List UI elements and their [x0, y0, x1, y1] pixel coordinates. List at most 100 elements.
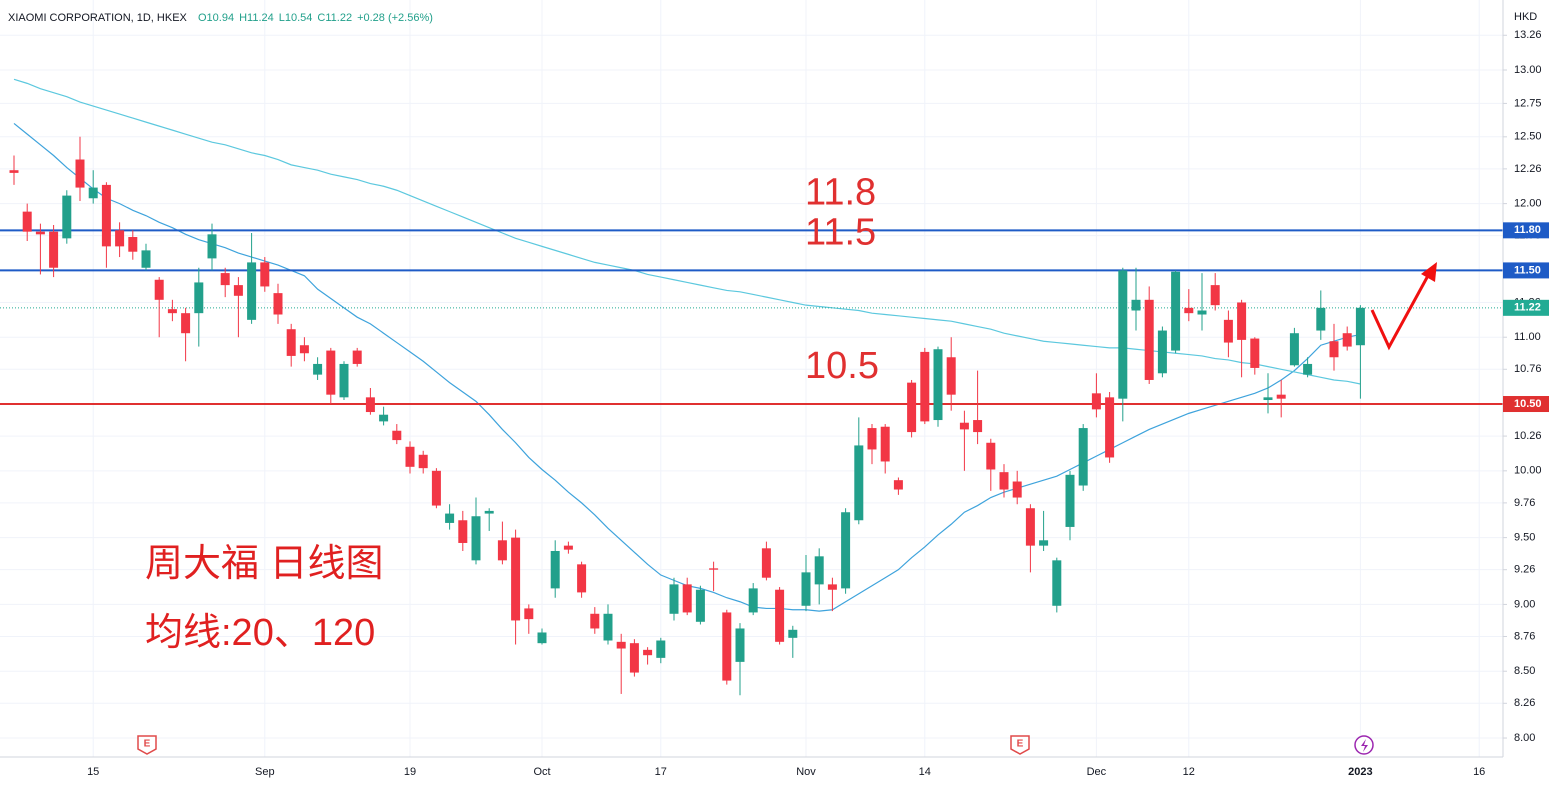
candle-body [273, 293, 283, 315]
candle-body [418, 454, 428, 469]
candle-body [313, 363, 323, 375]
candle [761, 541, 771, 581]
candle-body [1025, 508, 1035, 546]
note: 均线:20、120 [145, 612, 375, 654]
candle-body [880, 426, 890, 462]
candle-body [656, 640, 666, 658]
y-tick-label: 12.50 [1514, 131, 1542, 143]
y-tick-label: 12.75 [1514, 97, 1542, 109]
candle [511, 529, 521, 645]
candle [603, 604, 613, 645]
candle-body [669, 584, 679, 614]
candle-body [194, 282, 204, 314]
candle [379, 406, 389, 426]
candle [35, 223, 45, 275]
candle [207, 223, 217, 271]
quote-value: O10.94 [198, 12, 234, 24]
candle [959, 410, 969, 471]
candle-body [682, 584, 692, 613]
candle-body [893, 480, 903, 490]
x-tick-label: Nov [796, 766, 816, 778]
level-annotation: 11.5 [805, 211, 876, 253]
x-tick-label: Sep [255, 766, 275, 778]
candle [682, 577, 692, 616]
y-tick-label: 12.00 [1514, 198, 1542, 210]
candle-body [616, 641, 626, 649]
candle [22, 203, 32, 242]
candle [735, 623, 745, 696]
candle [867, 424, 877, 465]
candle-body [352, 350, 362, 364]
event-badge [137, 735, 157, 755]
candle [1329, 323, 1339, 371]
candle [616, 633, 626, 694]
candle [326, 347, 336, 405]
candle-body [128, 237, 138, 252]
quote-value: H11.24 [239, 12, 274, 24]
candle [1118, 267, 1128, 422]
candle-body [920, 351, 930, 422]
candle [814, 548, 824, 605]
candle [405, 441, 415, 474]
candle [669, 577, 679, 621]
y-tick-label: 9.26 [1514, 564, 1535, 576]
candle-body [814, 556, 824, 585]
quote-value: +0.28 (+2.56%) [357, 12, 433, 24]
x-tick-label: 14 [919, 766, 931, 778]
candle [1052, 557, 1062, 613]
note: 周大福 日线图 [145, 543, 384, 585]
candle-body [88, 187, 98, 199]
candle-body [1039, 540, 1049, 546]
y-tick-label: 8.76 [1514, 630, 1535, 642]
candle [973, 370, 983, 445]
candle-body [247, 262, 257, 320]
candle [1316, 290, 1326, 340]
candle [563, 541, 573, 554]
quote-value: L10.54 [279, 12, 313, 24]
candle-body [827, 584, 837, 590]
candle [431, 468, 441, 509]
candle-body [1197, 310, 1207, 315]
candle-body [431, 470, 441, 506]
candle-body [392, 430, 402, 441]
candle-body [458, 520, 468, 543]
candle-body [141, 250, 151, 268]
candle-body [524, 608, 534, 620]
candle [841, 508, 851, 594]
candle [1078, 424, 1088, 491]
candle [1171, 270, 1181, 354]
candle-body [115, 230, 125, 247]
level-tag [1503, 262, 1549, 279]
event-icon[interactable]: E [1010, 735, 1030, 755]
candle-body [1091, 393, 1101, 410]
candle-body [709, 568, 719, 570]
candle [471, 497, 481, 565]
quote: O10.94 H11.24 L10.54 C11.22 +0.28 (+2.56%) [198, 12, 433, 24]
candle [1276, 379, 1286, 418]
candle-body [1210, 285, 1220, 306]
level-annotation: 11.8 [805, 171, 876, 213]
candle [88, 170, 98, 204]
candle [141, 243, 151, 271]
level-tag [1503, 222, 1549, 239]
x-tick-label: 19 [404, 766, 416, 778]
symbol-title: XIAOMI CORPORATION, 1D, HKEX [8, 12, 188, 24]
candle [986, 438, 996, 491]
level-tag-label: 10.50 [1514, 398, 1542, 410]
candle [801, 554, 811, 612]
y-tick-label: 13.26 [1514, 29, 1542, 41]
level-tag [1503, 396, 1549, 413]
x-tick-label: 12 [1183, 766, 1195, 778]
candle-body [999, 472, 1009, 490]
candle-body [167, 309, 177, 314]
y-tick-label: 9.00 [1514, 598, 1535, 610]
candle [445, 504, 455, 530]
split-icon[interactable] [1354, 735, 1374, 755]
event-icon[interactable]: E [137, 735, 157, 755]
y-tick-label: 8.00 [1514, 732, 1535, 744]
candle-body [629, 643, 639, 673]
candle-body [933, 349, 943, 421]
candle-body [220, 273, 230, 286]
candle-body [497, 540, 507, 561]
